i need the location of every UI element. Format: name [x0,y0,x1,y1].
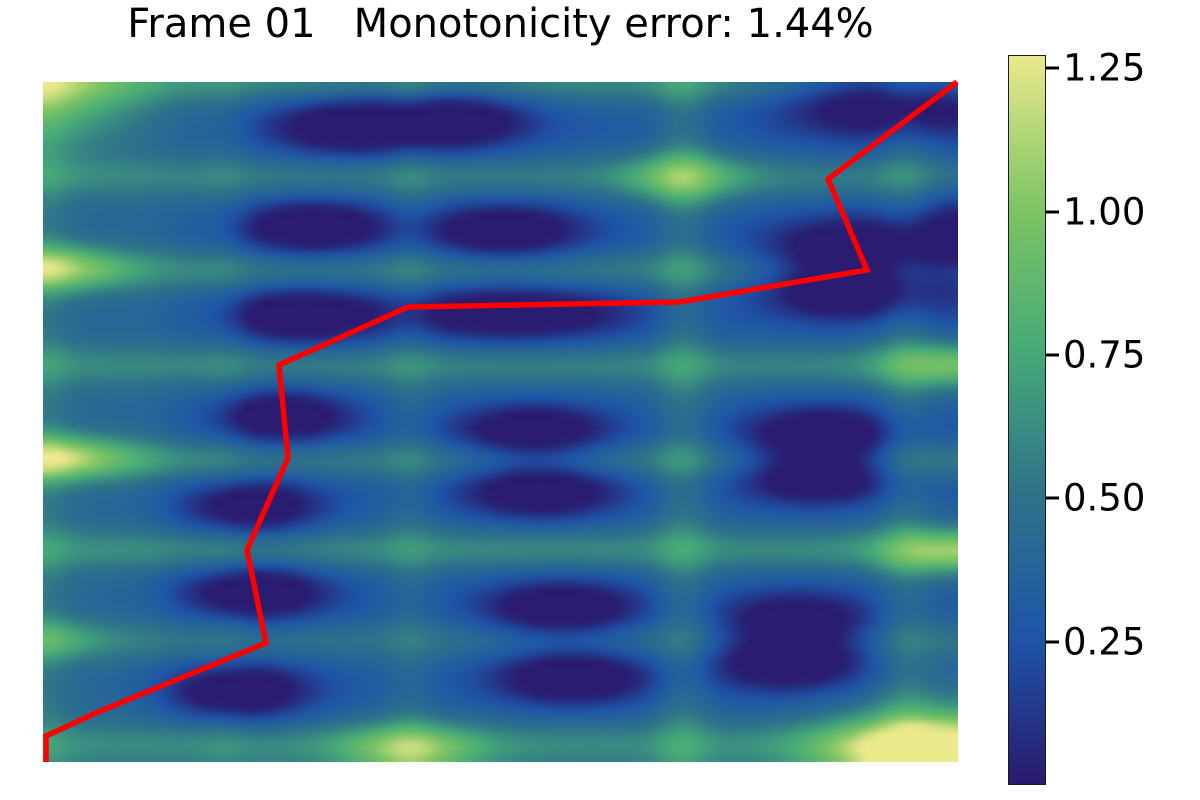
colorbar-tick-label: 0.50 [1063,476,1146,520]
colorbar-tick-label: 1.25 [1063,46,1146,90]
colorbar [1008,55,1046,785]
monotone-path-overlay [43,79,959,762]
colorbar-tick-mark [1046,210,1059,214]
figure-title: Frame 01 Monotonicity error: 1.44% [127,1,874,47]
colorbar-tick-mark [1046,496,1059,500]
heatmap-image [43,82,958,762]
colorbar-tick-label: 0.75 [1063,333,1146,377]
colorbar-tick-mark [1046,66,1059,70]
heatmap-axes [43,79,959,762]
colorbar-tick-mark [1046,640,1059,644]
monotone-path-line [43,79,959,762]
colorbar-tick-label: 0.25 [1063,620,1146,664]
colorbar-tick-mark [1046,353,1059,357]
colorbar-tick-label: 1.00 [1063,190,1146,234]
